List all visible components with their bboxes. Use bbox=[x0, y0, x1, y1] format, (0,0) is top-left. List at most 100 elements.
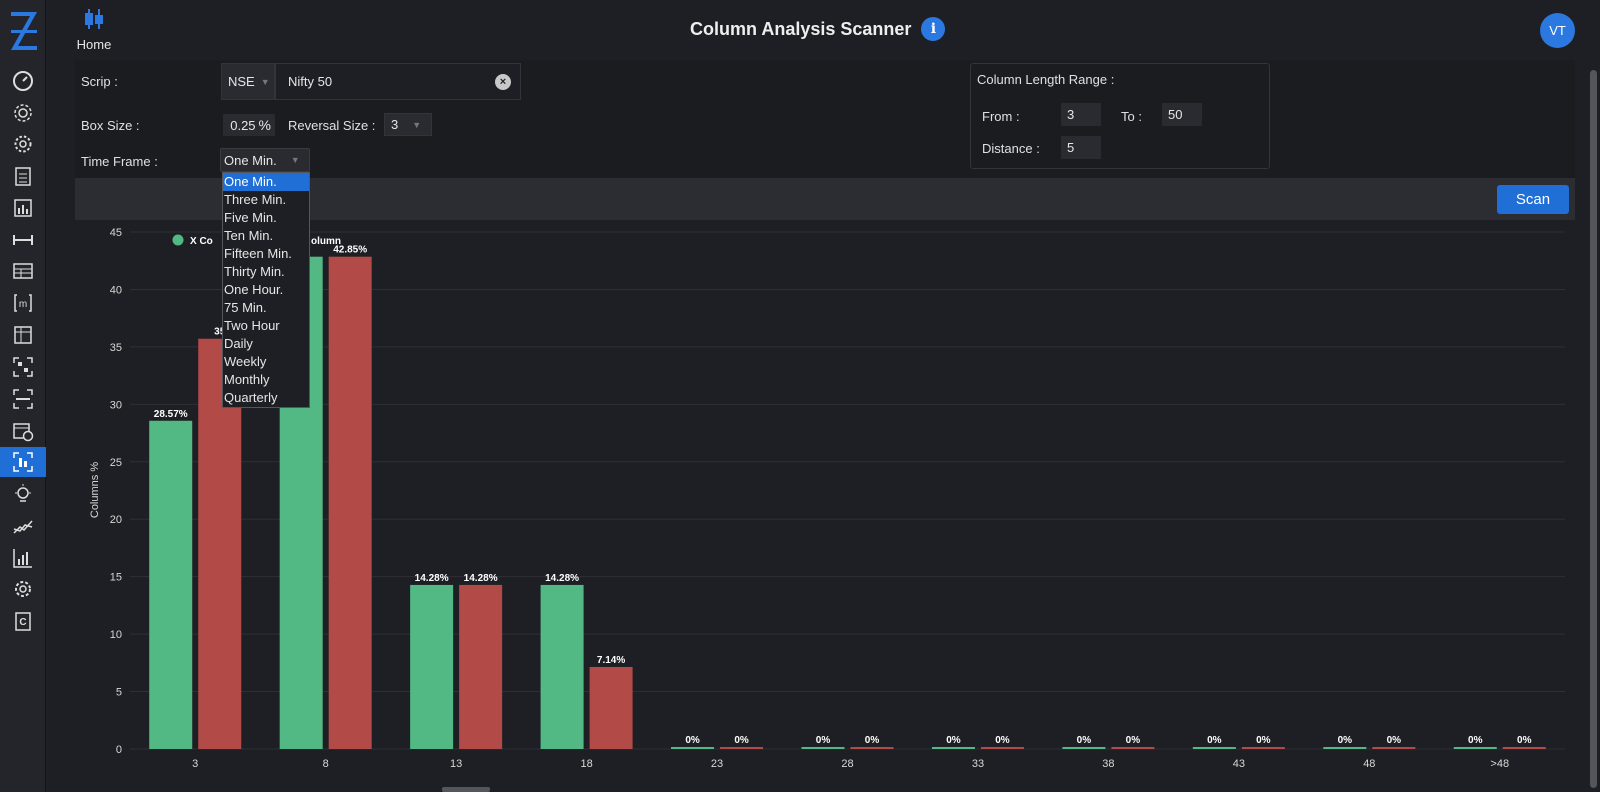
x-tick-label: 38 bbox=[1102, 758, 1114, 770]
svg-text:m: m bbox=[19, 299, 27, 310]
dropdown-option[interactable]: Weekly bbox=[224, 354, 267, 369]
y-tick-label: 30 bbox=[110, 399, 122, 411]
o-column-bar bbox=[1372, 747, 1416, 749]
x-tick-label: 8 bbox=[323, 758, 329, 770]
dropdown-option[interactable]: Three Min. bbox=[224, 192, 287, 207]
scrip-input[interactable]: Nifty 50 bbox=[275, 63, 521, 100]
bar-chart-box-icon[interactable] bbox=[0, 193, 46, 223]
from-input[interactable]: 3 bbox=[1061, 103, 1101, 126]
data-label: 35 bbox=[214, 327, 226, 338]
data-label: 0% bbox=[995, 735, 1010, 746]
scrip-label: Scrip : bbox=[81, 74, 118, 89]
clipboard-c-icon[interactable]: C bbox=[0, 606, 46, 636]
dropdown-option[interactable]: Daily bbox=[224, 336, 253, 351]
zerodha-logo[interactable] bbox=[8, 8, 40, 52]
x-tick-label: 48 bbox=[1363, 758, 1375, 770]
home-button[interactable]: Home bbox=[70, 8, 118, 52]
x-tick-label: 3 bbox=[192, 758, 198, 770]
scan-lines-icon[interactable] bbox=[0, 384, 46, 414]
x-tick-label: 33 bbox=[972, 758, 984, 770]
dropdown-option[interactable]: Five Min. bbox=[224, 210, 277, 225]
x-tick-label: 13 bbox=[450, 758, 462, 770]
bar-chart-icon[interactable] bbox=[0, 543, 46, 573]
scroll-thumb[interactable] bbox=[1590, 70, 1597, 788]
y-tick-label: 10 bbox=[110, 629, 122, 641]
dropdown-option[interactable]: Ten Min. bbox=[224, 228, 274, 243]
x-tick-label: 28 bbox=[841, 758, 853, 770]
y-tick-label: 5 bbox=[116, 687, 122, 699]
y-axis-label: Columns % bbox=[89, 462, 101, 518]
m-bracket-icon[interactable]: m bbox=[0, 288, 46, 318]
avatar[interactable]: VT bbox=[1540, 13, 1575, 48]
data-label: 0% bbox=[1207, 735, 1222, 746]
data-label: 28.57% bbox=[154, 409, 188, 420]
speedometer-icon[interactable] bbox=[0, 66, 46, 96]
qr-scan-icon[interactable] bbox=[0, 352, 46, 382]
range-title: Column Length Range : bbox=[977, 72, 1115, 87]
vertical-scrollbar[interactable] bbox=[1586, 60, 1600, 792]
time-frame-select[interactable]: One Min. ▼ bbox=[220, 148, 310, 172]
dropdown-option[interactable]: One Hour. bbox=[224, 282, 284, 297]
chevron-down-icon: ▼ bbox=[412, 119, 422, 130]
x-tick-label: 18 bbox=[580, 758, 592, 770]
data-label: 0% bbox=[1338, 735, 1353, 746]
bulb-icon[interactable] bbox=[0, 479, 46, 509]
dropdown-option[interactable]: Quarterly bbox=[224, 390, 278, 405]
time-frame-value: One Min. bbox=[224, 152, 277, 168]
gear-outline-icon[interactable] bbox=[0, 98, 46, 128]
reversal-size-select[interactable]: 3 ▼ bbox=[384, 113, 432, 136]
data-label: 14.28% bbox=[464, 573, 498, 584]
distance-label: Distance : bbox=[982, 141, 1040, 156]
y-tick-label: 35 bbox=[110, 342, 122, 354]
column-length-range-box bbox=[970, 63, 1270, 169]
o-column-bar bbox=[328, 256, 372, 749]
y-tick-label: 15 bbox=[110, 572, 122, 584]
dropdown-option[interactable]: Thirty Min. bbox=[224, 264, 285, 279]
dropdown-option[interactable]: One Min. bbox=[223, 173, 309, 191]
scan-button[interactable]: Scan bbox=[1497, 185, 1569, 214]
o-column-bar bbox=[589, 666, 633, 749]
x-column-bar bbox=[1062, 747, 1106, 749]
data-label: 0% bbox=[1468, 735, 1483, 746]
box-size-input[interactable]: 0.25 % bbox=[223, 114, 275, 136]
dropdown-option[interactable]: Fifteen Min. bbox=[224, 246, 292, 261]
dropdown-option[interactable]: 75 Min. bbox=[224, 300, 267, 315]
trend-lines-icon[interactable] bbox=[0, 511, 46, 541]
data-label: 0% bbox=[946, 735, 961, 746]
horizontal-scroll-thumb[interactable] bbox=[442, 787, 490, 792]
y-tick-label: 25 bbox=[110, 457, 122, 469]
clear-icon[interactable]: × bbox=[495, 74, 511, 90]
from-value: 3 bbox=[1067, 107, 1075, 122]
reversal-size-label: Reversal Size : bbox=[288, 118, 376, 133]
y-tick-label: 20 bbox=[110, 514, 122, 526]
gear-refresh-icon[interactable] bbox=[0, 574, 46, 604]
chevron-down-icon: ▼ bbox=[260, 76, 270, 87]
dropdown-option[interactable]: Monthly bbox=[224, 372, 270, 387]
calendar-clock-icon[interactable] bbox=[0, 416, 46, 446]
to-input[interactable]: 50 bbox=[1162, 103, 1202, 126]
page-title: Column Analysis Scanner bbox=[690, 18, 912, 39]
svg-text:C: C bbox=[19, 617, 26, 628]
x-tick-label: 43 bbox=[1233, 758, 1245, 770]
x-column-bar bbox=[410, 584, 454, 749]
column-scanner-icon[interactable] bbox=[0, 447, 46, 477]
candlestick-icon bbox=[85, 9, 103, 29]
time-frame-dropdown[interactable]: One Min. Three Min. Five Min. Ten Min. Fifte… bbox=[222, 172, 310, 408]
clipboard-checklist-icon[interactable] bbox=[0, 161, 46, 191]
board-icon[interactable] bbox=[0, 320, 46, 350]
horizontal-arrows-icon[interactable] bbox=[0, 225, 46, 255]
settings-icon[interactable] bbox=[0, 129, 46, 159]
x-column-bar bbox=[149, 420, 193, 749]
o-column-bar bbox=[1241, 747, 1285, 749]
distance-input[interactable]: 5 bbox=[1061, 136, 1101, 159]
to-value: 50 bbox=[1168, 107, 1183, 122]
exchange-select[interactable]: NSE ▼ bbox=[221, 63, 275, 100]
x-column-bar bbox=[1323, 747, 1367, 749]
data-label: 0% bbox=[1126, 735, 1141, 746]
o-column-bar bbox=[720, 747, 764, 749]
table-icon[interactable] bbox=[0, 256, 46, 286]
y-tick-label: 0 bbox=[116, 744, 122, 756]
dropdown-option[interactable]: Two Hour bbox=[224, 318, 280, 333]
info-icon[interactable]: i bbox=[921, 17, 946, 41]
x-column-bar bbox=[1192, 747, 1236, 749]
